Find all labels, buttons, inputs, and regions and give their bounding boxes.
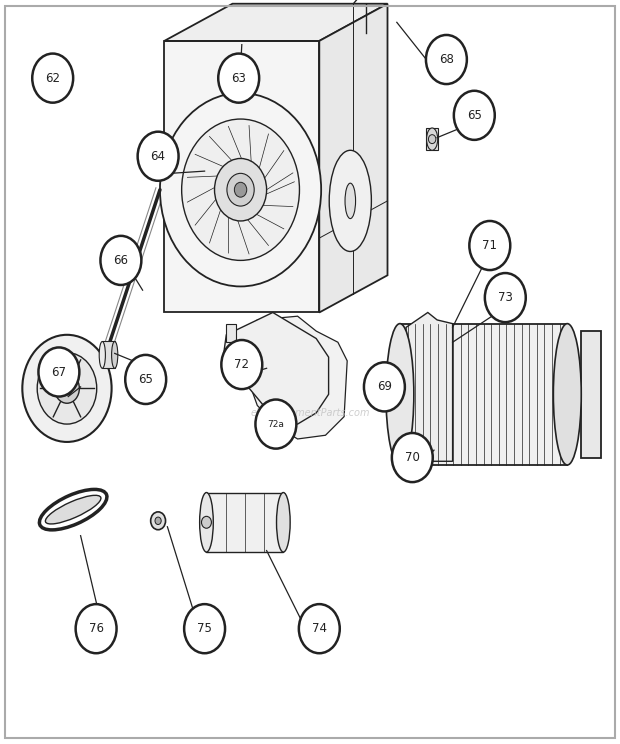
Text: 71: 71 [482, 239, 497, 252]
Text: 73: 73 [498, 291, 513, 304]
Polygon shape [581, 331, 601, 458]
Circle shape [125, 355, 166, 404]
Ellipse shape [345, 183, 355, 219]
Polygon shape [248, 316, 347, 439]
Text: 72a: 72a [267, 420, 285, 429]
Circle shape [215, 158, 267, 221]
Text: 72: 72 [234, 358, 249, 371]
Ellipse shape [329, 150, 371, 251]
Polygon shape [164, 41, 319, 312]
Polygon shape [406, 312, 453, 461]
Circle shape [100, 236, 141, 285]
Circle shape [234, 182, 247, 197]
Text: eReplacementParts.com: eReplacementParts.com [250, 408, 370, 418]
Circle shape [364, 362, 405, 411]
Circle shape [38, 347, 79, 397]
Circle shape [428, 135, 436, 144]
Circle shape [299, 604, 340, 653]
Circle shape [76, 604, 117, 653]
Circle shape [151, 512, 166, 530]
Circle shape [426, 35, 467, 84]
Polygon shape [102, 341, 115, 368]
Text: 65: 65 [467, 109, 482, 122]
Polygon shape [319, 4, 388, 312]
Circle shape [454, 91, 495, 140]
Circle shape [55, 373, 79, 403]
Text: 64: 64 [151, 150, 166, 163]
Circle shape [182, 119, 299, 260]
Circle shape [160, 93, 321, 286]
Circle shape [221, 340, 262, 389]
Polygon shape [426, 128, 438, 150]
Circle shape [255, 400, 296, 449]
Text: 62: 62 [45, 71, 60, 85]
Circle shape [22, 335, 112, 442]
Text: 65: 65 [138, 373, 153, 386]
Ellipse shape [99, 341, 105, 368]
Circle shape [32, 54, 73, 103]
Ellipse shape [45, 496, 101, 524]
Ellipse shape [554, 324, 582, 465]
Ellipse shape [112, 341, 118, 368]
Text: 63: 63 [231, 71, 246, 85]
Circle shape [202, 516, 211, 528]
Circle shape [138, 132, 179, 181]
Circle shape [155, 517, 161, 525]
Text: 74: 74 [312, 622, 327, 635]
Circle shape [61, 382, 73, 395]
Polygon shape [223, 312, 329, 424]
Text: 67: 67 [51, 365, 66, 379]
Circle shape [392, 433, 433, 482]
Ellipse shape [427, 128, 438, 150]
Ellipse shape [200, 493, 213, 552]
Circle shape [469, 221, 510, 270]
Polygon shape [226, 324, 236, 342]
Circle shape [218, 54, 259, 103]
Polygon shape [206, 493, 283, 552]
Polygon shape [400, 324, 567, 465]
Ellipse shape [277, 493, 290, 552]
Circle shape [184, 604, 225, 653]
Text: 68: 68 [439, 53, 454, 66]
Circle shape [485, 273, 526, 322]
Circle shape [37, 353, 97, 424]
Circle shape [227, 173, 254, 206]
Text: 66: 66 [113, 254, 128, 267]
Text: 75: 75 [197, 622, 212, 635]
Ellipse shape [386, 324, 414, 465]
Polygon shape [164, 4, 388, 41]
Text: 69: 69 [377, 380, 392, 394]
Text: 76: 76 [89, 622, 104, 635]
Text: 70: 70 [405, 451, 420, 464]
